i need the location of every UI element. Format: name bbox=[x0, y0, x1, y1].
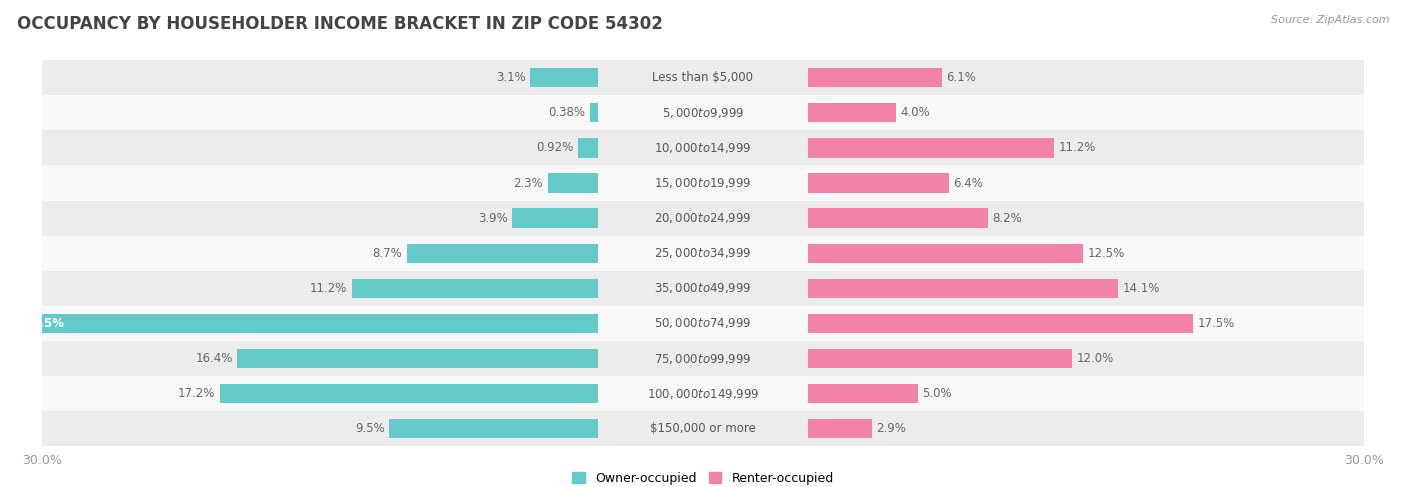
Text: 4.0%: 4.0% bbox=[900, 106, 929, 119]
Text: 14.1%: 14.1% bbox=[1122, 282, 1160, 295]
Text: 12.5%: 12.5% bbox=[1087, 247, 1125, 260]
Bar bbox=[389, 419, 599, 438]
Bar bbox=[807, 68, 942, 87]
Bar bbox=[42, 201, 1364, 236]
Bar bbox=[548, 173, 599, 193]
Bar bbox=[219, 384, 599, 403]
Text: 26.5%: 26.5% bbox=[24, 317, 65, 330]
Bar bbox=[578, 138, 599, 158]
Text: $75,000 to $99,999: $75,000 to $99,999 bbox=[654, 352, 752, 366]
Bar bbox=[512, 208, 599, 228]
Bar bbox=[530, 68, 599, 87]
Text: 17.2%: 17.2% bbox=[177, 387, 215, 400]
Bar bbox=[42, 236, 1364, 271]
Bar bbox=[42, 60, 1364, 95]
Bar bbox=[807, 279, 1118, 298]
Bar bbox=[42, 306, 1364, 341]
Bar bbox=[42, 341, 1364, 376]
Bar bbox=[807, 349, 1071, 368]
Text: 8.7%: 8.7% bbox=[373, 247, 402, 260]
Text: $20,000 to $24,999: $20,000 to $24,999 bbox=[654, 211, 752, 225]
Text: Less than $5,000: Less than $5,000 bbox=[652, 71, 754, 84]
Text: 16.4%: 16.4% bbox=[195, 352, 233, 365]
Text: 5.0%: 5.0% bbox=[922, 387, 952, 400]
Bar bbox=[14, 314, 599, 333]
Text: 3.1%: 3.1% bbox=[496, 71, 526, 84]
Bar bbox=[807, 384, 918, 403]
Bar bbox=[807, 314, 1194, 333]
Legend: Owner-occupied, Renter-occupied: Owner-occupied, Renter-occupied bbox=[572, 471, 834, 485]
Text: 11.2%: 11.2% bbox=[1059, 141, 1097, 154]
Bar bbox=[42, 376, 1364, 411]
Text: $10,000 to $14,999: $10,000 to $14,999 bbox=[654, 141, 752, 155]
Bar bbox=[807, 103, 896, 123]
Bar bbox=[807, 208, 988, 228]
Bar bbox=[42, 131, 1364, 166]
Text: $35,000 to $49,999: $35,000 to $49,999 bbox=[654, 281, 752, 295]
Text: $5,000 to $9,999: $5,000 to $9,999 bbox=[662, 106, 744, 120]
Text: 11.2%: 11.2% bbox=[309, 282, 347, 295]
Text: 2.9%: 2.9% bbox=[876, 422, 905, 435]
Bar bbox=[42, 271, 1364, 306]
Text: 9.5%: 9.5% bbox=[354, 422, 385, 435]
Text: $50,000 to $74,999: $50,000 to $74,999 bbox=[654, 317, 752, 331]
Text: $25,000 to $34,999: $25,000 to $34,999 bbox=[654, 246, 752, 260]
Bar bbox=[807, 173, 949, 193]
Text: 0.92%: 0.92% bbox=[537, 141, 574, 154]
Text: 8.2%: 8.2% bbox=[993, 212, 1022, 225]
Text: 6.4%: 6.4% bbox=[953, 177, 983, 189]
Text: $15,000 to $19,999: $15,000 to $19,999 bbox=[654, 176, 752, 190]
Bar bbox=[352, 279, 599, 298]
Bar bbox=[42, 411, 1364, 446]
Text: 2.3%: 2.3% bbox=[513, 177, 543, 189]
Text: Source: ZipAtlas.com: Source: ZipAtlas.com bbox=[1271, 15, 1389, 25]
Bar bbox=[42, 95, 1364, 131]
Bar bbox=[807, 419, 872, 438]
Bar bbox=[238, 349, 599, 368]
Bar bbox=[591, 103, 599, 123]
Text: 0.38%: 0.38% bbox=[548, 106, 585, 119]
Text: 17.5%: 17.5% bbox=[1198, 317, 1234, 330]
Bar bbox=[406, 244, 599, 263]
Text: 12.0%: 12.0% bbox=[1077, 352, 1114, 365]
Bar bbox=[807, 244, 1083, 263]
Text: 3.9%: 3.9% bbox=[478, 212, 508, 225]
Text: 6.1%: 6.1% bbox=[946, 71, 976, 84]
Text: OCCUPANCY BY HOUSEHOLDER INCOME BRACKET IN ZIP CODE 54302: OCCUPANCY BY HOUSEHOLDER INCOME BRACKET … bbox=[17, 15, 662, 33]
Bar bbox=[42, 166, 1364, 201]
Text: $100,000 to $149,999: $100,000 to $149,999 bbox=[647, 387, 759, 401]
Bar bbox=[807, 138, 1054, 158]
Text: $150,000 or more: $150,000 or more bbox=[650, 422, 756, 435]
